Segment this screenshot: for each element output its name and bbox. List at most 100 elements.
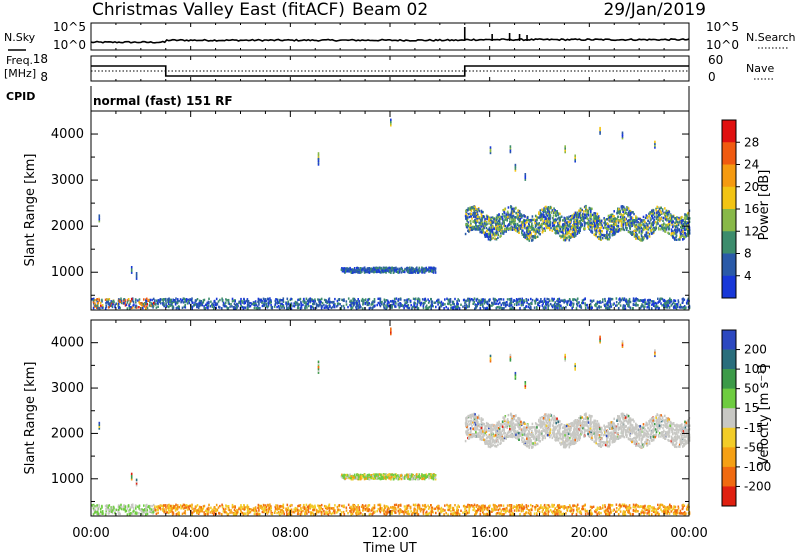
scatter-cell xyxy=(496,227,499,230)
scatter-cell xyxy=(507,215,509,219)
scatter-cell xyxy=(468,226,471,230)
scatter-cell xyxy=(600,219,603,223)
scatter-cell xyxy=(353,269,355,273)
scatter-cell xyxy=(456,301,458,305)
scatter-cell xyxy=(496,299,499,303)
scatter-cell xyxy=(529,226,532,230)
scatter-cell xyxy=(253,512,256,516)
scatter-cell xyxy=(621,135,624,138)
scatter-cell xyxy=(468,305,470,308)
scatter-cell xyxy=(587,214,590,217)
scatter-cell xyxy=(620,205,623,208)
scatter-cell xyxy=(501,229,503,233)
scatter-cell xyxy=(666,214,669,218)
scatter-cell xyxy=(554,218,557,221)
scatter-cell xyxy=(538,301,541,304)
scatter-cell xyxy=(442,508,444,511)
scatter-cell xyxy=(537,508,539,511)
scatter-cell xyxy=(98,214,101,217)
scatter-cell xyxy=(416,268,418,271)
scatter-cell xyxy=(548,211,551,214)
scatter-cell xyxy=(616,217,619,220)
scatter-cell xyxy=(553,297,555,301)
scatter-cell xyxy=(151,298,153,302)
scatter-cell xyxy=(558,226,561,229)
scatter-cell xyxy=(406,306,408,309)
scatter-cell xyxy=(574,298,577,302)
scatter-cell xyxy=(407,269,409,272)
scatter-cell xyxy=(674,232,677,235)
scatter-cell xyxy=(400,298,402,301)
scatter-cell xyxy=(425,268,427,272)
scatter-cell xyxy=(473,215,475,218)
scatter-cell xyxy=(526,230,528,233)
scatter-cell xyxy=(614,222,616,225)
scatter-cell xyxy=(564,224,566,227)
scatter-cell xyxy=(556,227,558,230)
scatter-cell xyxy=(522,303,524,307)
scatter-cell xyxy=(465,306,467,309)
scatter-cell xyxy=(566,303,569,306)
scatter-cell xyxy=(535,224,538,227)
colorbar-swatch xyxy=(722,231,736,254)
scatter-cell xyxy=(397,267,399,270)
scatter-cell xyxy=(561,225,563,229)
scatter-cell xyxy=(563,301,565,304)
scatter-cell xyxy=(422,305,425,308)
scatter-cell xyxy=(406,298,409,301)
scatter-cell xyxy=(674,305,676,309)
scatter-cell xyxy=(129,300,132,303)
scatter-cell xyxy=(527,218,529,221)
scatter-cell xyxy=(681,219,684,222)
scatter-cell xyxy=(609,302,612,306)
scatter-cell xyxy=(621,218,624,221)
scatter-cell xyxy=(647,304,650,308)
scatter-cell xyxy=(652,300,654,303)
scatter-cell xyxy=(574,211,577,214)
scatter-cell xyxy=(521,226,524,229)
scatter-cell xyxy=(679,303,682,307)
scatter-cell xyxy=(555,214,558,217)
scatter-cell xyxy=(476,227,479,230)
scatter-cell xyxy=(480,212,483,216)
nave-label: Nave xyxy=(746,62,774,75)
scatter-cell xyxy=(687,211,689,215)
scatter-cell xyxy=(658,215,660,219)
scatter-cell xyxy=(256,307,258,310)
scatter-cell xyxy=(458,505,460,508)
scatter-cell xyxy=(495,505,498,508)
scatter-cell xyxy=(500,234,502,238)
scatter-cell xyxy=(554,225,556,229)
scatter-cell xyxy=(644,226,647,229)
scatter-cell xyxy=(503,303,505,306)
scatter-cell xyxy=(659,219,661,223)
scatter-cell xyxy=(432,271,435,274)
scatter-cell xyxy=(548,224,550,227)
scatter-cell xyxy=(336,302,339,305)
scatter-cell xyxy=(551,224,554,228)
scatter-cell xyxy=(380,303,383,306)
scatter-cell xyxy=(579,220,581,223)
scatter-cell xyxy=(629,300,631,304)
scatter-cell xyxy=(607,214,610,218)
scatter-cell xyxy=(496,231,498,234)
scatter-cell xyxy=(476,303,478,307)
scatter-cell xyxy=(481,228,483,231)
scatter-cell xyxy=(528,303,531,306)
scatter-cell xyxy=(145,302,147,305)
scatter-cell xyxy=(653,215,656,218)
scatter-cell xyxy=(584,302,586,305)
scatter-cell xyxy=(416,303,419,306)
scatter-cell xyxy=(554,219,556,223)
scatter-cell xyxy=(274,301,277,304)
scatter-cell xyxy=(474,303,476,306)
scatter-cell xyxy=(657,226,660,230)
scatter-cell xyxy=(236,302,238,306)
scatter-cell xyxy=(491,216,494,219)
scatter-cell xyxy=(190,298,192,302)
scatter-cell xyxy=(674,303,676,306)
scatter-cell xyxy=(448,298,451,301)
scatter-cell xyxy=(179,298,182,301)
scatter-cell xyxy=(579,216,582,220)
scatter-cell xyxy=(491,226,493,229)
